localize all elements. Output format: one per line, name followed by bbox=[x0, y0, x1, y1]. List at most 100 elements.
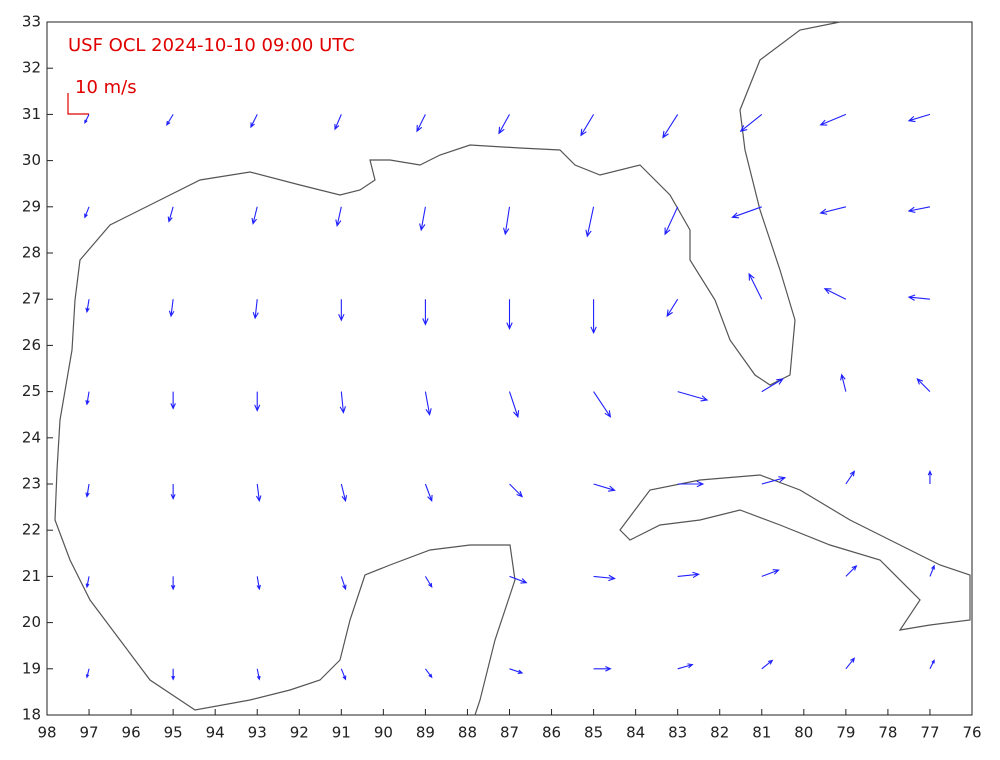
wind-vector bbox=[662, 114, 679, 139]
x-tick-label: 76 bbox=[962, 724, 981, 742]
wind-vector bbox=[424, 668, 433, 679]
x-tick-label: 97 bbox=[79, 724, 98, 742]
wind-vector bbox=[422, 299, 429, 326]
x-tick-label: 93 bbox=[248, 724, 267, 742]
wind-vector bbox=[340, 483, 348, 503]
wind-vector bbox=[593, 574, 616, 582]
wind-vector bbox=[424, 391, 432, 417]
wind-vector bbox=[424, 576, 433, 589]
coastline bbox=[54, 21, 971, 716]
wind-vector bbox=[927, 470, 933, 484]
y-tick-label: 32 bbox=[22, 59, 41, 77]
wind-vector bbox=[498, 114, 510, 135]
wind-vector bbox=[761, 378, 784, 393]
wind-vector bbox=[907, 206, 931, 214]
y-tick-label: 27 bbox=[22, 290, 41, 308]
x-tick-label: 79 bbox=[836, 724, 855, 742]
x-tick-label: 82 bbox=[710, 724, 729, 742]
wind-vector bbox=[845, 657, 856, 670]
wind-vector bbox=[508, 391, 520, 419]
x-tick-label: 77 bbox=[920, 724, 939, 742]
wind-vector bbox=[593, 483, 616, 492]
wind-vector bbox=[255, 483, 262, 503]
x-tick-label: 96 bbox=[122, 724, 141, 742]
wind-vector bbox=[338, 299, 345, 322]
wind-vector bbox=[739, 113, 763, 133]
x-tick-label: 92 bbox=[290, 724, 309, 742]
wind-vector bbox=[845, 564, 858, 577]
wind-vector bbox=[819, 206, 846, 215]
wind-vector bbox=[84, 114, 90, 124]
wind-vector bbox=[250, 114, 258, 129]
y-tick-label: 21 bbox=[22, 567, 41, 585]
x-tick-label: 80 bbox=[794, 724, 813, 742]
wind-vector bbox=[929, 659, 935, 670]
wind-vector bbox=[167, 206, 174, 223]
wind-vector bbox=[929, 564, 935, 577]
wind-vector bbox=[85, 668, 90, 679]
wind-vector bbox=[339, 391, 347, 414]
wind-vector bbox=[509, 575, 528, 584]
wind-vector bbox=[677, 391, 709, 402]
plot-frame bbox=[46, 21, 973, 716]
wind-vector bbox=[256, 576, 261, 591]
wind-vector bbox=[845, 470, 856, 485]
x-tick-label: 94 bbox=[206, 724, 225, 742]
x-tick-label: 78 bbox=[878, 724, 897, 742]
wind-vector bbox=[748, 272, 763, 300]
x-tick-label: 90 bbox=[374, 724, 393, 742]
wind-vector bbox=[593, 391, 612, 418]
wind-vector bbox=[170, 576, 176, 591]
y-tick-label: 25 bbox=[22, 382, 41, 400]
y-tick-label: 29 bbox=[22, 197, 41, 215]
wind-vector bbox=[166, 114, 174, 127]
wind-vector bbox=[171, 668, 176, 681]
wind-vector bbox=[509, 483, 524, 498]
y-tick-label: 26 bbox=[22, 336, 41, 354]
wind-vector bbox=[761, 476, 787, 485]
y-tick-label: 22 bbox=[22, 521, 41, 539]
x-tick-label: 81 bbox=[752, 724, 771, 742]
wind-vector bbox=[506, 299, 513, 330]
wind-vector bbox=[340, 668, 347, 681]
wind-vector bbox=[419, 206, 426, 232]
wind-vector bbox=[580, 114, 595, 137]
wind-vector bbox=[840, 373, 847, 392]
wind-vector bbox=[85, 576, 90, 589]
wind-vector bbox=[256, 668, 261, 681]
wind-vector bbox=[85, 483, 90, 498]
mexico-coast bbox=[54, 469, 516, 716]
wind-vector bbox=[170, 391, 176, 410]
x-tick-label: 86 bbox=[542, 724, 561, 742]
wind-vector bbox=[664, 206, 679, 236]
y-tick-label: 19 bbox=[22, 659, 41, 677]
y-tick-label: 28 bbox=[22, 244, 41, 262]
wind-vector bbox=[819, 113, 847, 126]
wind-vector bbox=[761, 659, 774, 670]
y-tick-label: 23 bbox=[22, 475, 41, 493]
y-tick-label: 24 bbox=[22, 428, 41, 446]
x-tick-label: 98 bbox=[37, 724, 56, 742]
wind-vector bbox=[335, 206, 342, 228]
scale-bar bbox=[67, 93, 89, 115]
y-tick-label: 20 bbox=[22, 613, 41, 631]
x-tick-label: 88 bbox=[458, 724, 477, 742]
wind-vector bbox=[761, 569, 780, 577]
wind-vector bbox=[585, 206, 595, 238]
wind-vector bbox=[916, 378, 931, 392]
wind-vector bbox=[677, 480, 705, 488]
wind-vector bbox=[84, 206, 90, 219]
wind-vector bbox=[85, 299, 90, 314]
wind-vector bbox=[252, 299, 259, 320]
wind-vector bbox=[823, 288, 847, 300]
x-tick-label: 91 bbox=[332, 724, 351, 742]
wind-vector bbox=[424, 483, 433, 503]
wind-vector bbox=[666, 298, 679, 318]
y-tick-label: 31 bbox=[22, 105, 41, 123]
y-tick-label: 30 bbox=[22, 151, 41, 169]
x-tick-label: 87 bbox=[500, 724, 519, 742]
x-tick-label: 85 bbox=[584, 724, 603, 742]
map-title: USF OCL 2024-10-10 09:00 UTC bbox=[68, 35, 355, 56]
wind-vector bbox=[170, 484, 176, 501]
